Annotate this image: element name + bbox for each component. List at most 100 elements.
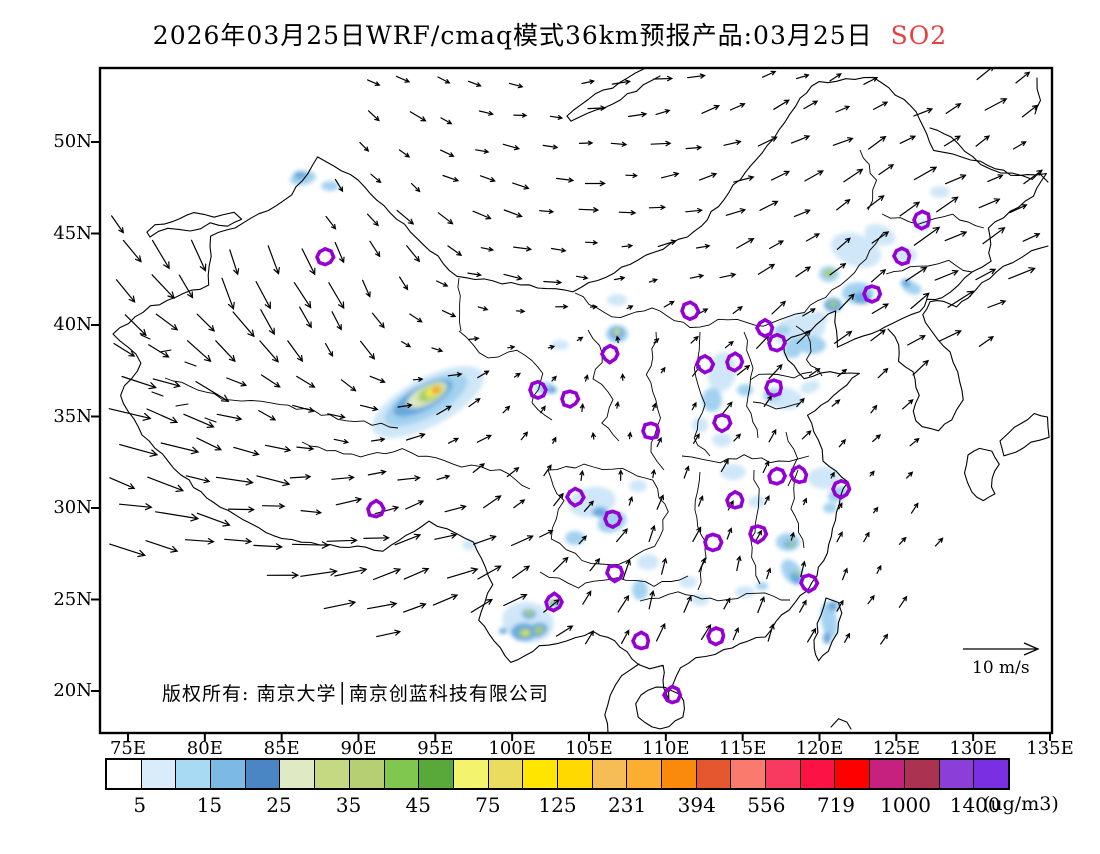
city-marker	[764, 378, 784, 398]
province-boundary-path	[743, 331, 759, 439]
colorbar-cell	[175, 760, 211, 788]
map-frame	[98, 66, 1054, 735]
wind-scale-label: 10 m/s	[972, 658, 1030, 678]
province-boundary-path	[681, 454, 810, 464]
lon-tick-label: 135E	[1026, 738, 1074, 759]
colorbar-tick-label: 719	[816, 793, 856, 817]
province-boundary-path	[859, 149, 878, 211]
province-boundary-path	[587, 329, 620, 442]
so2-blob	[691, 594, 709, 606]
colorbar-tick-label: 5	[133, 793, 147, 817]
so2-blob	[632, 580, 648, 600]
terrain-dash	[204, 417, 217, 423]
city-marker	[599, 343, 620, 365]
colorbar-cell	[244, 760, 280, 788]
province-boundary-path	[457, 277, 462, 332]
wind-vector-field	[108, 69, 1043, 645]
page-title: 2026年03月25日WRF/cmaq模式36km预报产品:03月25日 SO2	[0, 16, 1100, 52]
province-boundary-path	[539, 571, 689, 589]
colorbar-cell	[799, 760, 835, 788]
lon-tick-label: 105E	[565, 738, 613, 759]
colorbar-cell	[626, 760, 661, 788]
lon-tick-label: 100E	[488, 738, 536, 759]
city-marker	[767, 466, 788, 486]
province-boundary-path	[645, 331, 665, 471]
so2-blob	[824, 269, 834, 277]
lat-tick-label: 40N	[53, 314, 92, 335]
province-boundary-path	[574, 231, 885, 328]
lon-tick-label: 95E	[417, 738, 454, 759]
terrain-dash	[151, 391, 164, 397]
so2-blob	[756, 582, 768, 590]
colorbar-cell	[765, 760, 800, 788]
colorbar-cell	[556, 760, 592, 788]
city-marker	[695, 353, 716, 375]
colorbar-cell	[973, 760, 1008, 788]
city-marker	[680, 300, 701, 322]
so2-concentration-field	[290, 170, 950, 644]
so2-blob	[565, 531, 585, 545]
so2-blob	[823, 632, 831, 644]
so2-blob	[629, 480, 647, 492]
city-marker	[706, 626, 726, 647]
terrain-dash	[140, 334, 151, 340]
coastline-path	[887, 245, 1049, 432]
city-marker	[544, 591, 565, 613]
so2-blob	[800, 380, 820, 394]
province-boundary-path	[795, 325, 823, 377]
city-marker	[661, 684, 683, 705]
colorbar-tick-label: 556	[747, 793, 786, 817]
lat-tick-label: 35N	[53, 405, 92, 427]
so2-blob	[702, 388, 722, 412]
city-marker	[891, 246, 912, 267]
coastline-path	[566, 69, 646, 117]
terrain-dash	[159, 349, 172, 353]
so2-blob	[788, 541, 794, 547]
so2-blob	[294, 171, 306, 179]
coastline-path	[813, 597, 843, 662]
colorbar-tick-label: 231	[608, 793, 647, 817]
province-boundary-path	[790, 469, 805, 549]
lon-tick-label: 90E	[340, 738, 377, 759]
so2-blob	[321, 181, 339, 191]
colorbar-tick-label: 125	[538, 793, 577, 817]
province-boundary-path	[301, 441, 531, 490]
so2-blob	[534, 626, 544, 634]
lon-tick-label: 115E	[718, 738, 767, 759]
city-markers	[315, 209, 932, 705]
copyright-text: 版权所有: 南京大学│南京创蓝科技有限公司	[162, 683, 549, 705]
city-marker	[862, 284, 883, 304]
so2-blob	[525, 610, 533, 616]
city-marker	[748, 524, 769, 545]
colorbar-cell	[107, 760, 141, 788]
colorbar-tick-label: 25	[266, 793, 292, 817]
so2-blob	[829, 301, 837, 307]
wind-scale-arrow	[963, 642, 1040, 656]
so2-blob	[615, 330, 619, 334]
colorbar-cell	[418, 760, 453, 788]
coastline-path	[1034, 77, 1042, 115]
so2-blob	[707, 352, 737, 392]
lat-tick-label: 25N	[53, 588, 92, 610]
lon-tick-label: 130E	[949, 738, 997, 759]
colorbar-cell	[869, 760, 904, 788]
lon-tick-label: 75E	[109, 738, 147, 759]
lat-tick-label: 45N	[53, 222, 92, 244]
so2-blob	[808, 311, 828, 325]
colorbar-unit-label: (ug/m3)	[983, 793, 1059, 815]
colorbar-cell	[938, 760, 974, 788]
so2-blob	[820, 602, 838, 638]
colorbar-cell	[591, 760, 627, 788]
lat-tick-label: 30N	[53, 497, 92, 518]
so2-blob	[735, 586, 755, 598]
province-boundary-path	[752, 401, 801, 410]
colorbar-tick-label: 45	[405, 793, 431, 817]
lon-tick-label: 125E	[872, 738, 921, 759]
so2-blob	[901, 279, 911, 287]
province-boundary-path	[885, 259, 973, 275]
colorbar-tick-label: 1000	[880, 793, 932, 817]
city-marker	[912, 209, 932, 231]
city-marker	[725, 489, 745, 510]
so2-blob	[794, 571, 800, 575]
so2-blob	[692, 417, 708, 433]
